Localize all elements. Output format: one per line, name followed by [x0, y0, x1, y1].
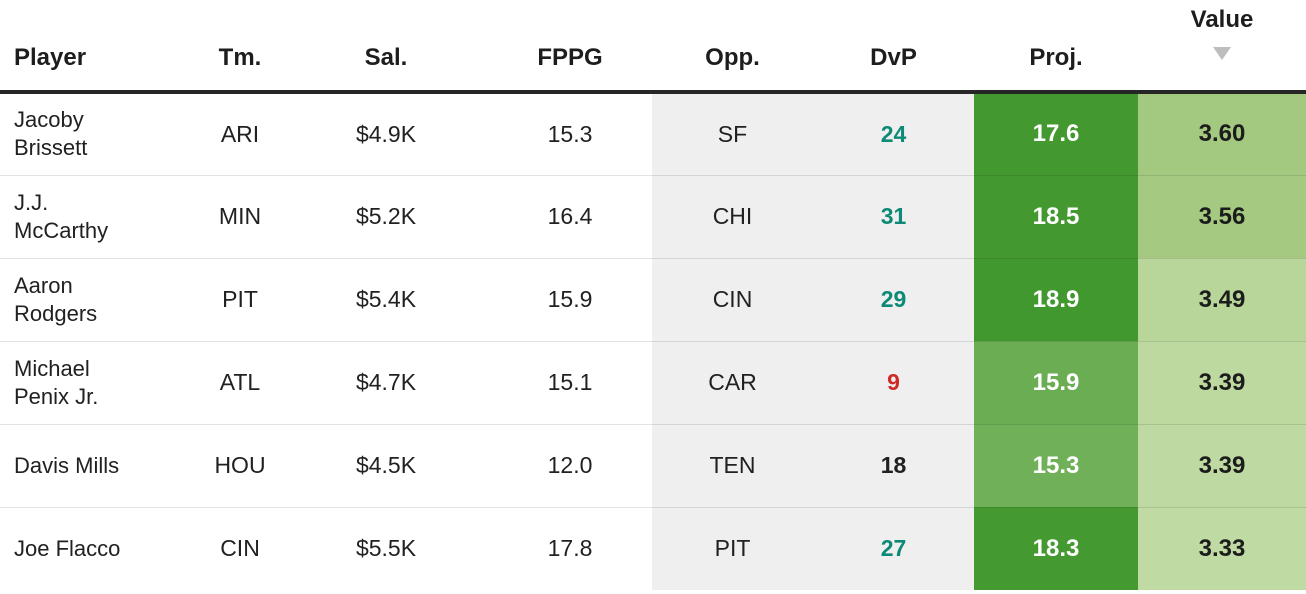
dvp-cell: 18: [813, 423, 974, 507]
column-header-opponent[interactable]: Opp.: [652, 0, 813, 92]
value-cell: 3.60: [1138, 92, 1306, 175]
column-header-salary[interactable]: Sal.: [284, 0, 488, 92]
player-name: J.J. McCarthy: [0, 174, 196, 258]
dvp-cell: 9: [813, 340, 974, 424]
value-cell: 3.39: [1138, 423, 1306, 507]
team-cell: ATL: [196, 340, 284, 424]
column-header-team[interactable]: Tm.: [196, 0, 284, 92]
value-cell: 3.49: [1138, 257, 1306, 341]
team-cell: MIN: [196, 174, 284, 258]
team-cell: CIN: [196, 506, 284, 590]
column-header-player[interactable]: Player: [0, 0, 196, 92]
sort-desc-triangle-icon: [1213, 47, 1231, 60]
team-cell: ARI: [220, 120, 260, 147]
opponent-cell: PIT: [652, 506, 813, 590]
fppg-cell: 15.9: [488, 257, 652, 341]
table-row: Davis Mills HOU $4.5K 12.0 TEN 18 15.3 3…: [0, 423, 1306, 507]
fppg-cell: 17.8: [488, 506, 652, 590]
projection-cell: 15.3: [974, 423, 1138, 507]
opponent-cell: SF: [652, 92, 813, 175]
column-header-dvp[interactable]: DvP: [813, 0, 974, 92]
value-cell: 3.39: [1138, 340, 1306, 424]
fppg-cell: 12.0: [488, 423, 652, 507]
salary-cell: $5.5K: [284, 506, 488, 590]
salary-cell: $5.2K: [284, 174, 488, 258]
projection-cell: 15.9: [974, 340, 1138, 424]
dvp-cell: 27: [813, 506, 974, 590]
header-row: Player Tm. Sal. FPPG Opp. DvP Proj. Valu…: [0, 0, 1306, 92]
column-header-proj[interactable]: Proj.: [974, 0, 1138, 92]
value-header-label: Value: [1190, 6, 1254, 33]
player-name: Davis Mills: [0, 423, 196, 507]
value-cell: 3.56: [1138, 174, 1306, 258]
dvp-cell: 24: [813, 92, 974, 175]
player-name: Aaron Rodgers: [0, 257, 196, 341]
salary-cell: $4.7K: [284, 340, 488, 424]
fppg-cell: 15.3: [547, 120, 593, 147]
player-name: Jacoby Brissett: [14, 107, 88, 161]
opponent-cell: CIN: [652, 257, 813, 341]
table-row: Jacoby Brissett ARI $4.9K 15.3 SF 24 17.…: [0, 92, 1306, 175]
column-header-fppg[interactable]: FPPG: [488, 0, 652, 92]
team-cell: PIT: [196, 257, 284, 341]
table-row: Joe Flacco CIN $5.5K 17.8 PIT 27 18.3 3.…: [0, 506, 1306, 590]
projection-cell: 17.6: [974, 92, 1138, 175]
salary-cell: $5.4K: [284, 257, 488, 341]
projection-cell: 18.3: [974, 506, 1138, 590]
table-row: J.J. McCarthy MIN $5.2K 16.4 CHI 31 18.5…: [0, 174, 1306, 258]
opponent-cell: TEN: [652, 423, 813, 507]
column-header-value[interactable]: Value: [1138, 0, 1306, 92]
player-name: Michael Penix Jr.: [0, 340, 196, 424]
table-row: Aaron Rodgers PIT $5.4K 15.9 CIN 29 18.9…: [0, 257, 1306, 341]
salary-cell: $4.9K: [355, 120, 417, 147]
player-name: Joe Flacco: [0, 506, 196, 590]
team-cell: HOU: [196, 423, 284, 507]
table-row: Michael Penix Jr. ATL $4.7K 15.1 CAR 9 1…: [0, 340, 1306, 424]
fppg-cell: 15.1: [488, 340, 652, 424]
opponent-cell: CHI: [652, 174, 813, 258]
fppg-cell: 16.4: [488, 174, 652, 258]
dvp-cell: 31: [813, 174, 974, 258]
projection-cell: 18.9: [974, 257, 1138, 341]
dvp-cell: 29: [813, 257, 974, 341]
projection-cell: 18.5: [974, 174, 1138, 258]
opponent-cell: CAR: [652, 340, 813, 424]
value-cell: 3.33: [1138, 506, 1306, 590]
salary-cell: $4.5K: [284, 423, 488, 507]
